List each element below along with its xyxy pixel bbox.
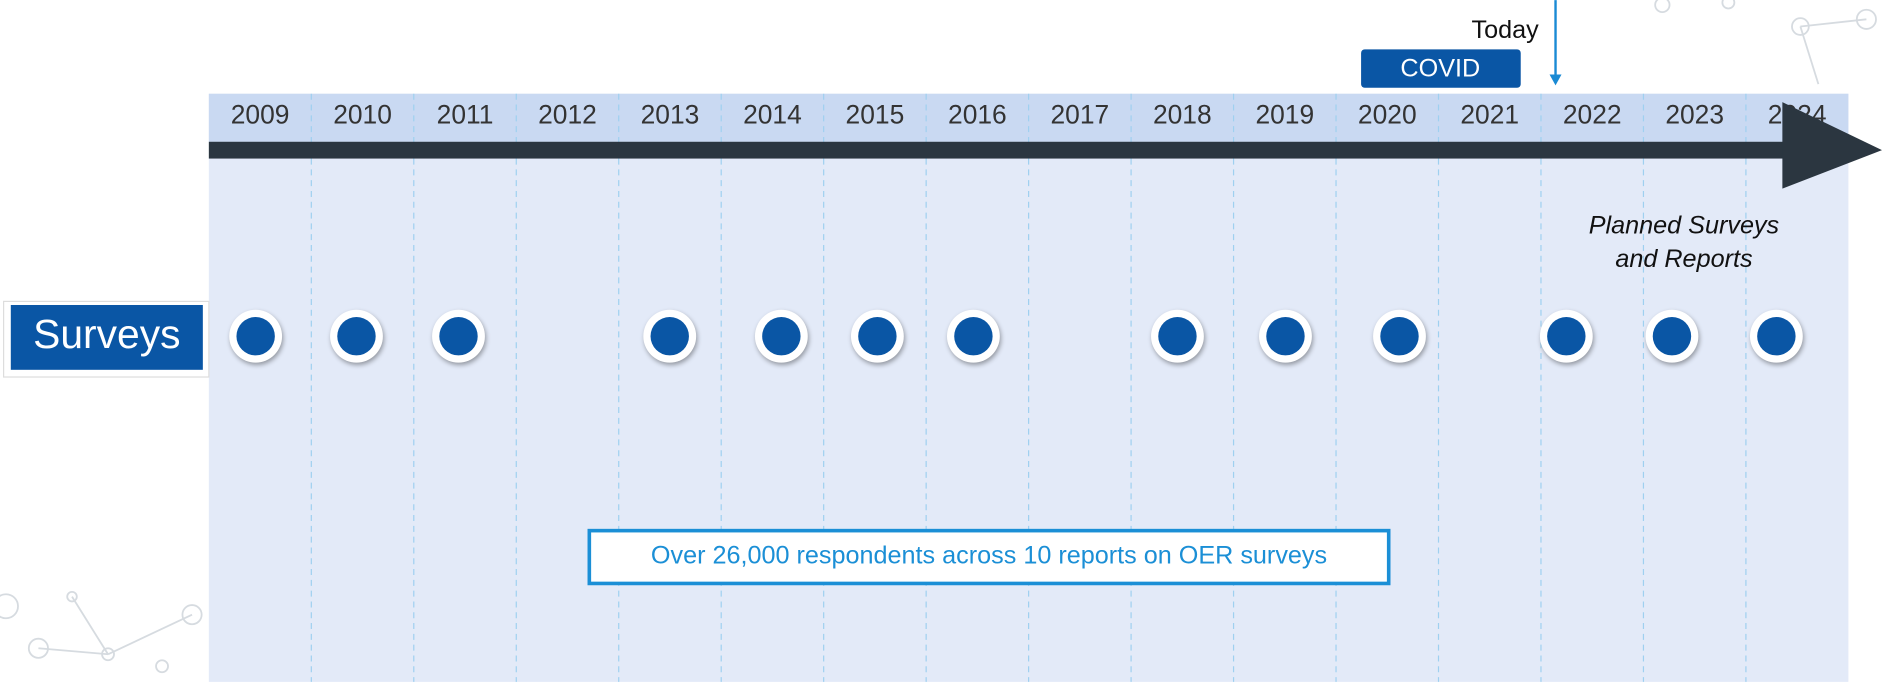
year-label: 2012 [538, 100, 597, 130]
planned-label: and Reports [1615, 245, 1753, 273]
survey-dot-core [1653, 317, 1691, 355]
year-label: 2021 [1460, 100, 1519, 130]
today-arrowhead [1550, 75, 1562, 86]
year-label: 2014 [743, 100, 802, 130]
year-label: 2013 [641, 100, 700, 130]
summary-text: Over 26,000 respondents across 10 report… [651, 542, 1327, 570]
year-label: 2023 [1665, 100, 1724, 130]
timeline-diagram: Today COVID Planned Surveys and Reports … [0, 0, 1882, 682]
year-label: 2011 [437, 100, 494, 130]
year-label: 2020 [1358, 100, 1417, 130]
year-label: 2010 [333, 100, 392, 130]
survey-dot-core [762, 317, 800, 355]
survey-dot-core [651, 317, 689, 355]
survey-dot-core [439, 317, 477, 355]
row-label: Surveys [33, 311, 180, 357]
page: {"timeline": { "years": ["2009","2010","… [0, 0, 1882, 682]
covid-label: COVID [1400, 54, 1480, 82]
survey-dot-core [236, 317, 274, 355]
year-label: 2018 [1153, 100, 1212, 130]
planned-label: Planned Surveys [1589, 212, 1780, 240]
year-label: 2017 [1050, 100, 1109, 130]
today-label: Today [1472, 16, 1540, 44]
year-label: 2019 [1255, 100, 1314, 130]
survey-dot-core [954, 317, 992, 355]
survey-dot-core [1757, 317, 1795, 355]
survey-dot-core [858, 317, 896, 355]
survey-dot-core [1266, 317, 1304, 355]
timeline-arrow-shaft [209, 142, 1793, 159]
survey-dot-core [1158, 317, 1196, 355]
year-label: 2022 [1563, 100, 1622, 130]
year-label: 2009 [231, 100, 290, 130]
year-label: 2015 [846, 100, 905, 130]
survey-dot-core [1547, 317, 1585, 355]
year-label: 2016 [948, 100, 1007, 130]
survey-dot-core [1380, 317, 1418, 355]
survey-dot-core [337, 317, 375, 355]
